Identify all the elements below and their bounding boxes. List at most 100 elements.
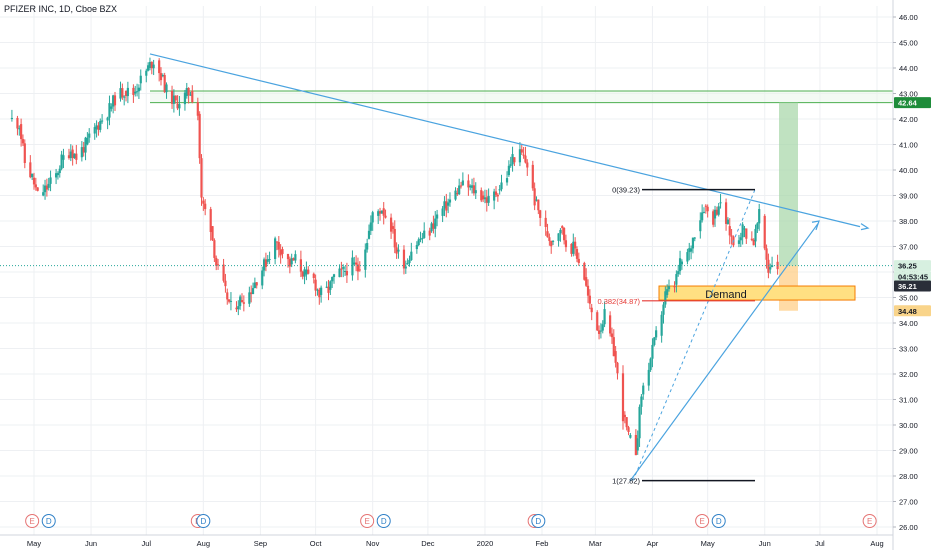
event-marker-label: E bbox=[699, 517, 704, 526]
candle-body bbox=[327, 286, 330, 293]
candle-body bbox=[689, 248, 693, 252]
candle-body bbox=[520, 149, 523, 153]
candle-body bbox=[123, 96, 126, 98]
candle-body bbox=[680, 261, 683, 265]
candle-body bbox=[325, 286, 328, 288]
demand-label: Demand bbox=[705, 289, 747, 301]
candle-body bbox=[526, 162, 529, 168]
descending-trendline-arrow bbox=[860, 223, 870, 231]
candle-body bbox=[562, 228, 566, 241]
candle-body bbox=[204, 203, 207, 210]
price-badge-label: 42.64 bbox=[898, 99, 918, 108]
candle-body bbox=[274, 238, 277, 260]
candle-body bbox=[730, 235, 733, 237]
candle-body bbox=[531, 164, 534, 189]
candle-body bbox=[737, 240, 741, 244]
y-tick-label: 43.00 bbox=[899, 90, 918, 99]
price-badge-label: 04:53:45 bbox=[898, 273, 928, 282]
y-tick-label: 46.00 bbox=[899, 13, 918, 22]
candle-body bbox=[421, 237, 424, 239]
candle-body bbox=[312, 273, 315, 279]
candle-body bbox=[148, 61, 152, 68]
candle-body bbox=[20, 124, 23, 140]
time-axis: May Jun Jul Aug Sep Oct Nov Dec 2020 Feb Mar Apr May… bbox=[27, 539, 884, 548]
candle-body bbox=[636, 438, 639, 451]
x-tick-label: Oct bbox=[310, 539, 323, 548]
candle-body bbox=[393, 228, 396, 248]
x-tick-label: Dec bbox=[421, 539, 435, 548]
candle-body bbox=[93, 127, 96, 134]
candle-body bbox=[23, 143, 26, 163]
candle-body bbox=[112, 95, 115, 107]
resistance-zone bbox=[150, 90, 893, 103]
candle-body bbox=[500, 182, 503, 190]
dividend-event-marker[interactable] bbox=[711, 514, 726, 528]
candle-body bbox=[758, 209, 761, 224]
candle-body bbox=[158, 60, 161, 74]
earnings-event-marker[interactable] bbox=[862, 514, 877, 528]
candle-body bbox=[435, 214, 439, 219]
x-tick-label: May bbox=[701, 539, 715, 548]
candle-body bbox=[316, 289, 319, 291]
candle-body bbox=[170, 90, 174, 104]
candle-body bbox=[251, 288, 255, 295]
fib-label-0: 0(39.23) bbox=[612, 186, 640, 195]
candle-body bbox=[99, 120, 102, 130]
candle-body bbox=[666, 289, 669, 295]
candle-body bbox=[250, 292, 253, 295]
candle-body bbox=[331, 277, 334, 282]
candle-body bbox=[139, 75, 142, 84]
price-badge bbox=[894, 280, 931, 292]
candle-body bbox=[564, 240, 568, 248]
price-badge-label: 36.25 bbox=[898, 262, 917, 271]
candle-body bbox=[301, 271, 304, 277]
candle-body bbox=[318, 289, 321, 298]
dividend-event-marker[interactable] bbox=[41, 514, 56, 528]
candle-body bbox=[404, 266, 407, 269]
y-tick-label: 45.00 bbox=[899, 39, 918, 48]
candle-body bbox=[599, 330, 603, 332]
candle-body bbox=[378, 211, 382, 214]
x-tick-label: Aug bbox=[197, 539, 210, 548]
dividend-event-marker[interactable] bbox=[531, 514, 546, 528]
candle-body bbox=[56, 173, 60, 176]
candle-body bbox=[288, 259, 291, 267]
candle-body bbox=[702, 211, 706, 213]
candle-body bbox=[16, 117, 19, 129]
dividend-event-marker[interactable] bbox=[196, 514, 211, 528]
candle-body bbox=[443, 201, 446, 209]
candle-body bbox=[97, 125, 100, 130]
candle-body bbox=[459, 185, 463, 187]
candle-body bbox=[583, 262, 586, 280]
candle-body bbox=[472, 185, 476, 194]
event-marker-label: D bbox=[46, 517, 52, 526]
candle-body bbox=[209, 209, 212, 233]
candle-body bbox=[713, 209, 717, 219]
grid-lines bbox=[0, 6, 893, 535]
x-tick-label: Jul bbox=[815, 539, 825, 548]
candle-body bbox=[84, 137, 87, 153]
candle-body bbox=[340, 268, 343, 270]
candle-body bbox=[756, 223, 759, 229]
candle-body bbox=[767, 259, 770, 273]
candle-body bbox=[688, 248, 691, 253]
candle-body bbox=[596, 312, 599, 331]
dividend-event-marker[interactable] bbox=[376, 514, 391, 528]
candle-body bbox=[586, 285, 590, 296]
candle-body bbox=[189, 94, 192, 96]
price-badge bbox=[894, 97, 931, 109]
candle-body bbox=[513, 157, 516, 163]
candle-body bbox=[518, 149, 522, 163]
target-zone bbox=[779, 102, 798, 266]
candle-body bbox=[69, 151, 72, 159]
y-tick-label: 32.00 bbox=[899, 370, 918, 379]
earnings-event-marker[interactable] bbox=[695, 514, 710, 528]
candle-body bbox=[356, 264, 360, 272]
candle-body bbox=[275, 241, 279, 243]
earnings-event-marker[interactable] bbox=[360, 514, 375, 528]
candle-body bbox=[653, 337, 656, 345]
candle-body bbox=[286, 253, 290, 260]
earnings-event-marker[interactable] bbox=[25, 514, 40, 528]
candle-body bbox=[539, 210, 542, 218]
